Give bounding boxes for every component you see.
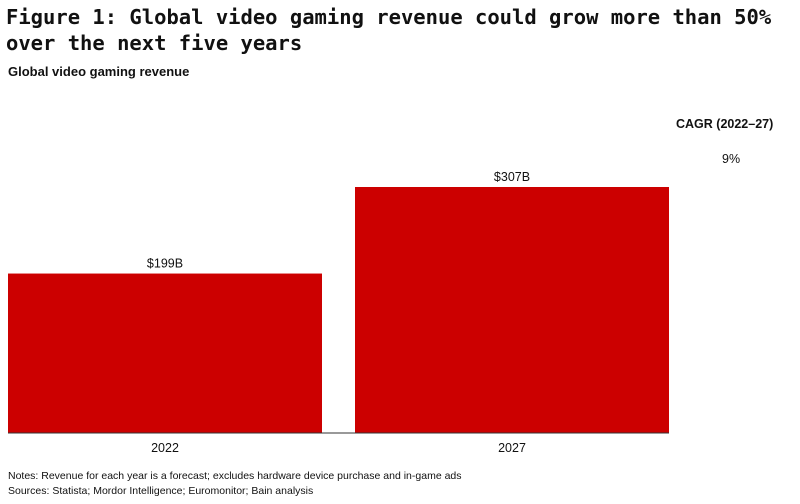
notes-line: Notes: Revenue for each year is a foreca… — [8, 470, 462, 482]
bar-2022 — [8, 273, 322, 433]
x-tick-label-2027: 2027 — [498, 441, 526, 455]
bar-2027 — [355, 187, 669, 433]
chart-notes: Notes: Revenue for each year is a foreca… — [8, 469, 462, 499]
chart-subtitle: Global video gaming revenue — [8, 64, 190, 79]
data-label-2027: $307B — [494, 170, 530, 184]
cagr-header: CAGR (2022–27) — [676, 117, 774, 131]
data-label-2022: $199B — [147, 257, 183, 271]
sources-line: Sources: Statista; Mordor Intelligence; … — [8, 485, 314, 497]
x-tick-label-2022: 2022 — [151, 441, 179, 455]
cagr-value: 9% — [722, 152, 741, 166]
chart-title: Figure 1: Global video gaming revenue co… — [6, 5, 772, 55]
